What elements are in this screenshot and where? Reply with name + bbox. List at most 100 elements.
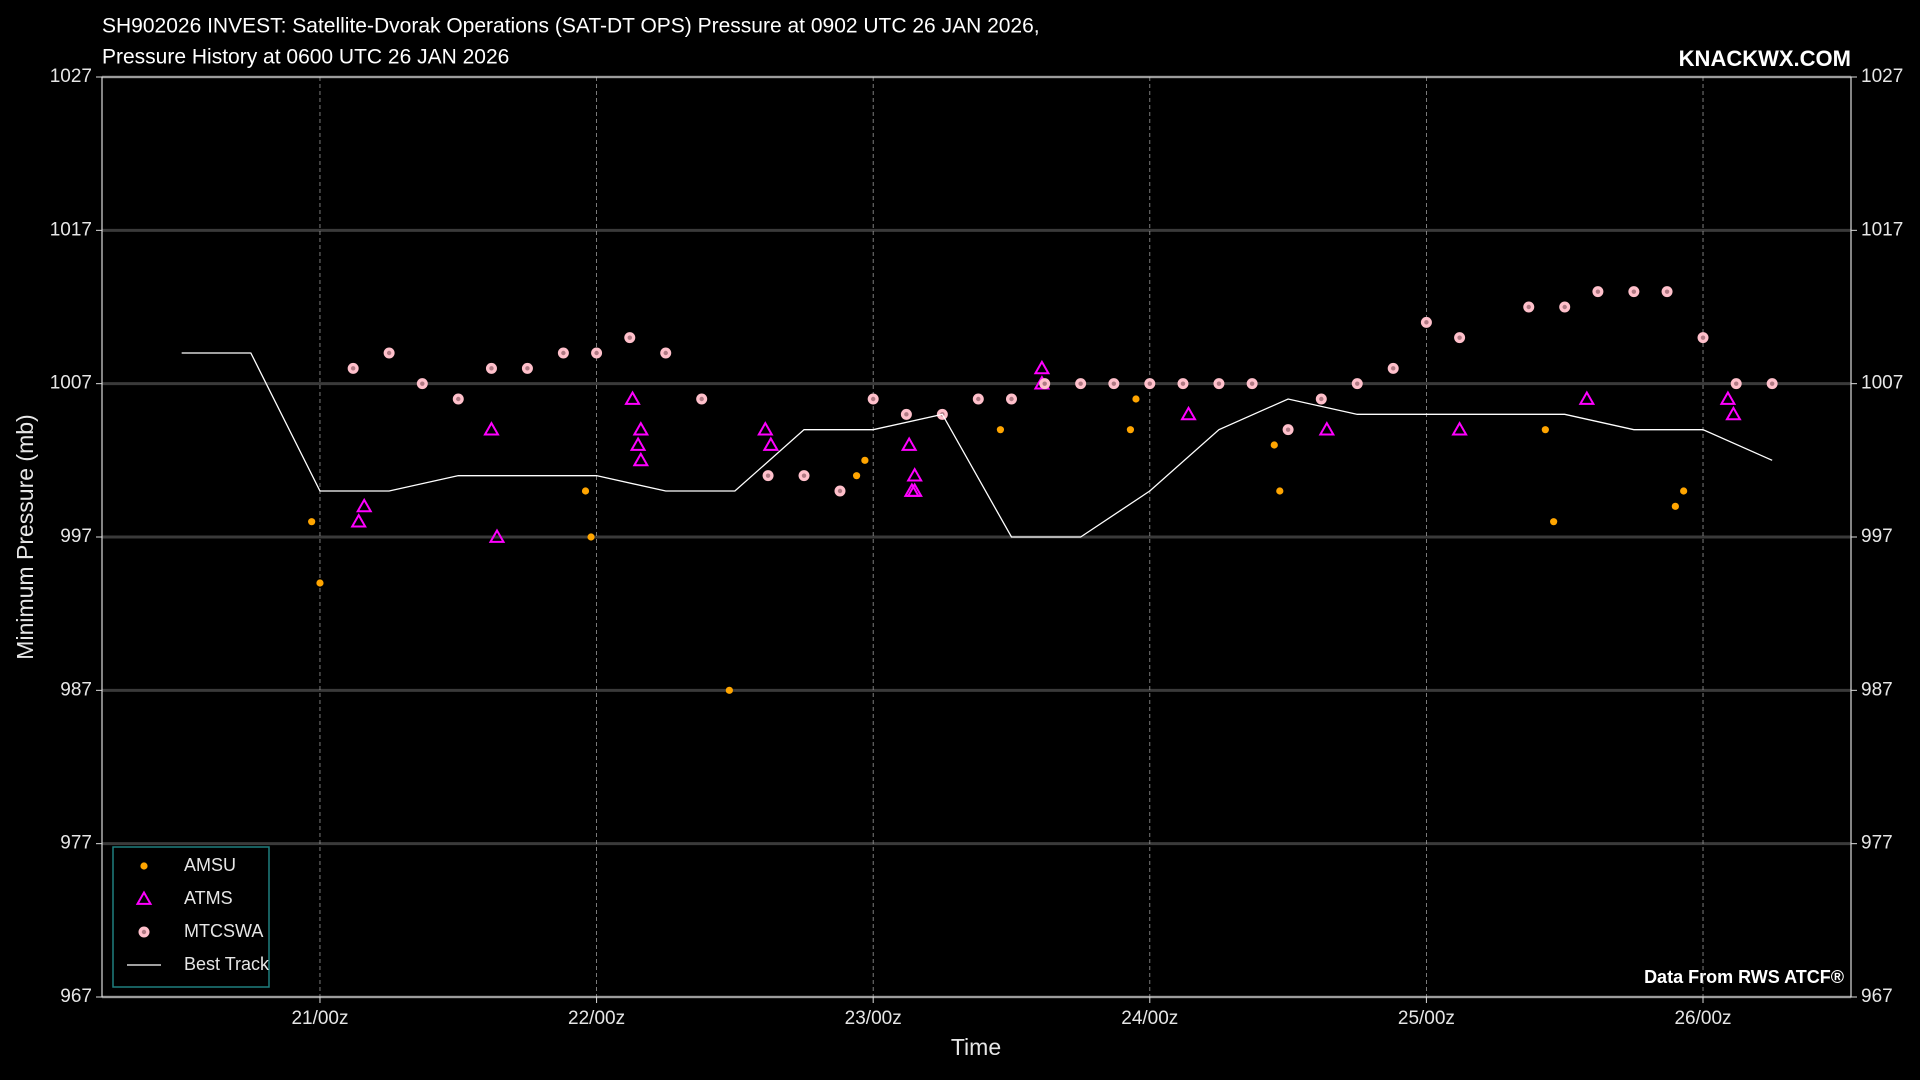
- x-axis-label: Time: [951, 1034, 1001, 1060]
- x-tick-label: 23/00z: [845, 1008, 902, 1029]
- amsu-point: [1270, 441, 1278, 449]
- marker-center: [1769, 381, 1775, 386]
- y2-tick-label: 1027: [1861, 66, 1903, 87]
- mtcswa-point: [416, 378, 428, 390]
- legend-label: ATMS: [184, 888, 233, 908]
- best-track-line: [181, 352, 1773, 538]
- mtcswa-point: [138, 926, 150, 938]
- marker-center: [976, 396, 981, 402]
- amsu-point: [1680, 487, 1688, 495]
- marker-center: [1391, 366, 1396, 371]
- x-tick-label: 22/00z: [568, 1008, 625, 1029]
- y2-tick-label: 987: [1861, 679, 1893, 700]
- amsu-point: [581, 487, 590, 495]
- atms-point: [1719, 390, 1737, 405]
- mtcswa-point: [1628, 286, 1640, 298]
- marker-center: [525, 366, 530, 371]
- mtcswa-point: [557, 347, 569, 359]
- atms-point: [762, 436, 780, 451]
- marker-center: [699, 396, 704, 402]
- legend: AMSU ATMS MTCSWA Best Track: [127, 855, 270, 974]
- atms-point: [135, 890, 153, 905]
- mtcswa-point: [1108, 378, 1120, 390]
- mtcswa-point: [624, 332, 636, 344]
- marker-center: [1042, 381, 1047, 386]
- chart-title: SH902026 INVEST: Satellite-Dvorak Operat…: [102, 15, 1040, 38]
- marker-center: [1216, 381, 1222, 386]
- marker-center: [1700, 335, 1706, 340]
- marker-center: [594, 350, 599, 356]
- atms-point: [350, 513, 367, 528]
- mtcswa-point: [834, 485, 846, 497]
- marker-center: [141, 929, 147, 935]
- marker-center: [1111, 381, 1117, 386]
- atms-point: [906, 467, 923, 482]
- y2-tick-label: 1017: [1861, 219, 1903, 240]
- amsu-point: [1671, 502, 1679, 510]
- atms-point: [488, 528, 506, 543]
- atms-point: [1578, 390, 1596, 405]
- mtcswa-point: [972, 393, 984, 405]
- amsu-point: [1126, 426, 1135, 434]
- legend-label: AMSU: [184, 855, 236, 875]
- marker-center: [1631, 289, 1637, 294]
- y-tick-label: 967: [60, 986, 92, 1007]
- mtcswa-point: [660, 347, 672, 359]
- mtcswa-point: [1559, 301, 1571, 313]
- mtcswa-point: [452, 393, 464, 405]
- marker-center: [1457, 335, 1462, 340]
- mtcswa-point: [485, 362, 497, 374]
- marker-center: [489, 366, 494, 371]
- atms-point: [483, 421, 500, 436]
- mtcswa-point: [1075, 378, 1087, 390]
- marker-center: [1180, 381, 1186, 386]
- mtcswa-point: [1246, 378, 1258, 390]
- plot-marks: [181, 286, 1778, 694]
- y2-tick-label: 997: [1861, 526, 1893, 547]
- y2-tick-label: 967: [1861, 986, 1893, 1007]
- amsu-point: [308, 518, 316, 526]
- chart-title: Pressure History at 0600 UTC 26 JAN 2026: [102, 46, 509, 69]
- source-note: Data From RWS ATCF®: [1644, 967, 1844, 987]
- y-tick-label: 1027: [50, 66, 92, 87]
- x-tick-label: 26/00z: [1674, 1008, 1731, 1029]
- atms-point: [632, 421, 650, 436]
- marker-center: [1147, 381, 1152, 386]
- marker-center: [765, 473, 771, 478]
- marker-center: [663, 350, 668, 356]
- amsu-point: [1132, 395, 1140, 403]
- amsu-point: [140, 862, 148, 870]
- marker-center: [350, 366, 356, 371]
- atms-point: [900, 436, 918, 451]
- marker-center: [1562, 304, 1567, 310]
- amsu-point: [1541, 426, 1549, 434]
- marker-center: [420, 381, 425, 386]
- atms-point: [1451, 421, 1468, 436]
- marker-center: [1249, 381, 1255, 386]
- atms-point: [356, 497, 373, 513]
- atms-point: [1033, 359, 1051, 375]
- mtcswa-point: [1697, 332, 1709, 344]
- mtcswa-point: [1766, 378, 1778, 390]
- y-tick-label: 987: [60, 679, 92, 700]
- atms-point: [1180, 405, 1197, 421]
- y2-tick-label: 977: [1861, 833, 1893, 854]
- amsu-point: [587, 533, 595, 541]
- atms-point: [624, 390, 641, 405]
- atms-point: [757, 421, 774, 436]
- marker-center: [386, 350, 392, 356]
- x-tick-label: 21/00z: [291, 1008, 348, 1029]
- watermark: KNACKWX.COM: [1679, 46, 1851, 71]
- mtcswa-point: [591, 347, 603, 359]
- amsu-point: [861, 456, 869, 464]
- atms-point: [1318, 421, 1336, 436]
- y-tick-label: 997: [60, 526, 92, 547]
- amsu-point: [996, 426, 1005, 434]
- mtcswa-point: [1282, 424, 1294, 436]
- mtcswa-point: [1315, 393, 1327, 405]
- mtcswa-point: [1039, 378, 1051, 390]
- marker-center: [561, 350, 566, 356]
- mtcswa-point: [900, 408, 912, 420]
- y-axis-label: Minimum Pressure (mb): [12, 414, 38, 659]
